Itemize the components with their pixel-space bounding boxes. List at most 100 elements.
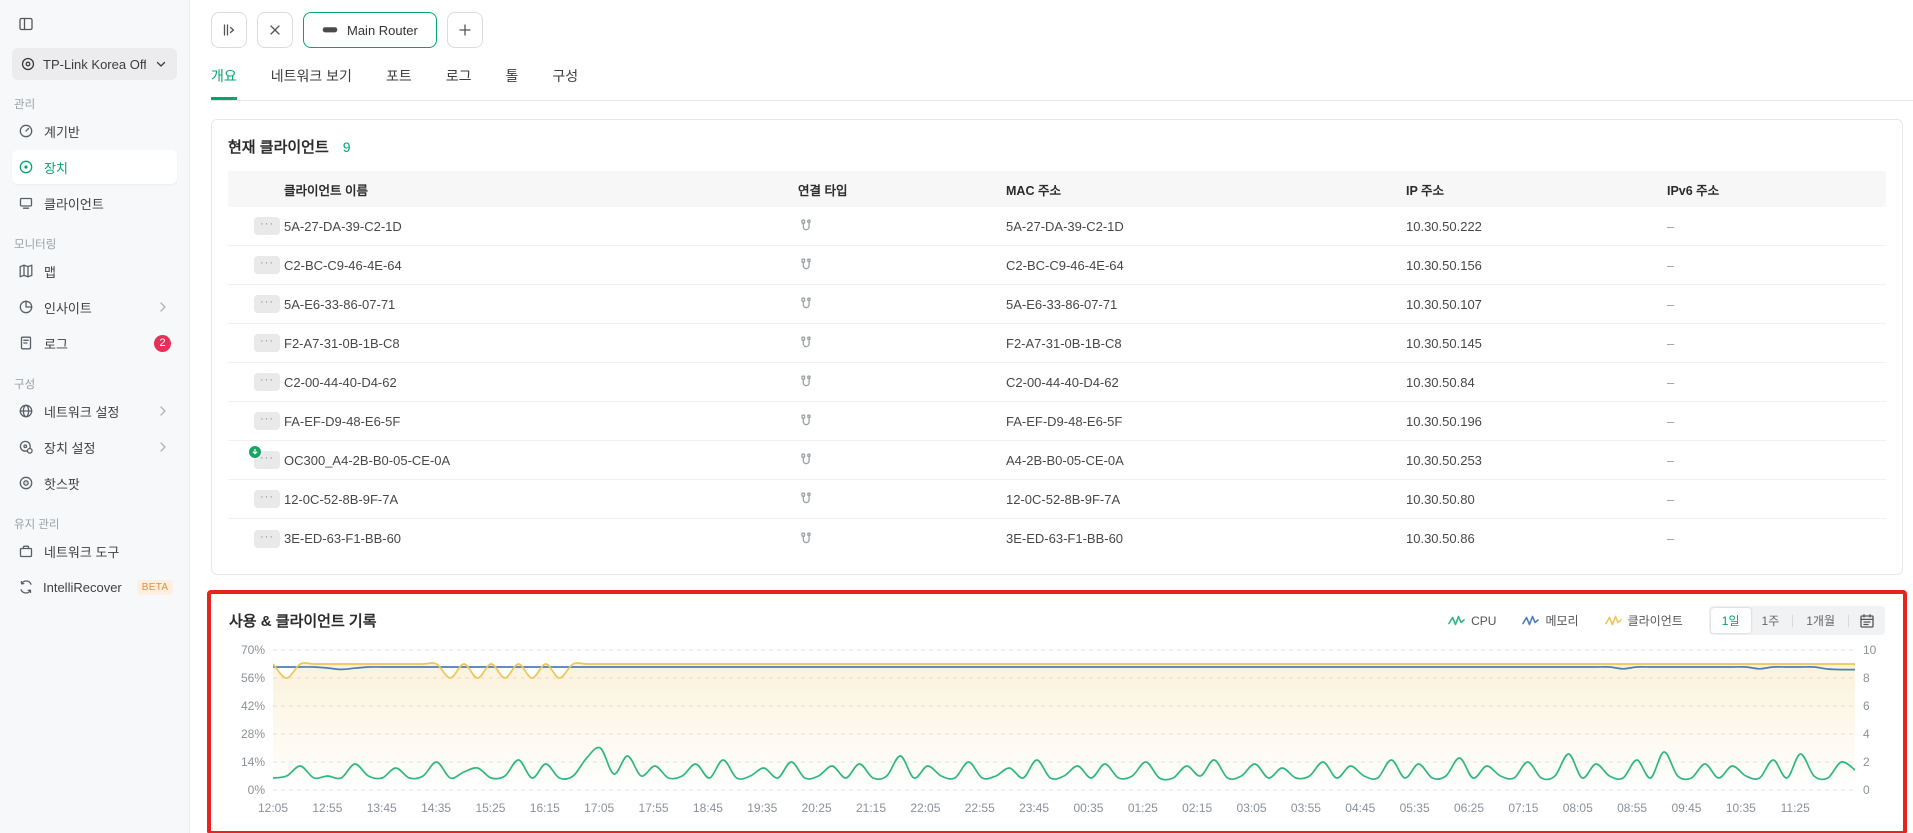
time-range-group: 1일 1주 1개월	[1708, 606, 1885, 635]
log-icon	[18, 335, 35, 352]
x-axis-tick: 06:25	[1453, 801, 1485, 815]
client-row[interactable]: ··· C2-BC-C9-46-4E-64 C2-BC-C9-46-4E-64 10.…	[228, 246, 1886, 285]
client-row[interactable]: ··· 5A-27-DA-39-C2-1D 5A-27-DA-39-C2-1D 10.…	[228, 207, 1886, 246]
tabs-divider	[211, 100, 1913, 101]
x-axis-tick: 19:35	[747, 801, 778, 815]
column-header: IPv6 주소	[1667, 183, 1720, 198]
site-selector[interactable]: TP-Link Korea Offi...	[12, 48, 177, 80]
client-ipv6: –	[1667, 374, 1675, 390]
tab-네트워크 보기[interactable]: 네트워크 보기	[270, 68, 352, 84]
panel-toggle-icon	[18, 16, 34, 32]
sidebar-item-계기반[interactable]: 계기반	[12, 114, 177, 148]
tab-톨[interactable]: 톨	[505, 68, 519, 84]
ellipsis-icon[interactable]: ···	[248, 445, 280, 469]
chevron-down-icon	[153, 56, 169, 72]
column-header: 클라이언트 이름	[284, 183, 368, 198]
ellipsis-icon[interactable]: ···	[254, 529, 280, 548]
tab-개요[interactable]: 개요	[211, 66, 237, 100]
left-axis-tick: 70%	[240, 643, 265, 657]
x-axis-tick: 15:25	[475, 801, 506, 815]
ellipsis-icon[interactable]: ···	[254, 217, 280, 235]
legend-label: CPU	[1471, 613, 1497, 628]
client-row[interactable]: ··· FA-EF-D9-48-E6-5F FA-EF-D9-48-E6-5F 10.…	[228, 402, 1886, 441]
device-tab-main-router[interactable]: Main Router	[303, 12, 437, 48]
client-ip: 10.30.50.84	[1406, 374, 1475, 390]
right-axis-tick: 10	[1863, 643, 1877, 657]
legend-item-메모리[interactable]: 메모리	[1522, 612, 1579, 629]
tab-로그[interactable]: 로그	[445, 68, 472, 84]
sidebar-item-장치[interactable]: 장치	[12, 150, 177, 184]
wired-connection-icon	[798, 531, 1006, 547]
sidebar-item-핫스팟[interactable]: 핫스팟	[12, 466, 177, 500]
client-mac: A4-2B-B0-05-CE-0A	[1006, 452, 1124, 468]
ellipsis-icon[interactable]: ···	[254, 412, 280, 430]
sidebar-item-인사이트[interactable]: 인사이트	[12, 290, 177, 324]
sidebar-item-label: 네트워크 설정	[44, 404, 120, 420]
panel-toggle-button[interactable]	[12, 10, 40, 38]
x-axis-tick: 12:05	[257, 801, 289, 815]
range-button-1일[interactable]: 1일	[1710, 608, 1751, 633]
ellipsis-icon[interactable]: ···	[254, 373, 280, 391]
calendar-button[interactable]	[1851, 610, 1883, 632]
client-ip: 10.30.50.86	[1406, 531, 1475, 546]
site-selector-label: TP-Link Korea Offi...	[43, 56, 146, 72]
x-axis-tick: 21:15	[855, 801, 887, 815]
sidebar-item-클라이언트[interactable]: 클라이언트	[12, 186, 177, 220]
sidebar-item-장치 설정[interactable]: 장치 설정	[12, 430, 177, 464]
close-icon	[267, 22, 283, 38]
ellipsis-icon[interactable]: ···	[254, 334, 280, 352]
usage-chart-title: 사용 & 클라이언트 기록	[229, 613, 377, 630]
x-axis-tick: 05:35	[1399, 801, 1430, 815]
sidebar-sections: 관리 계기반 장치 클라이언트 모니터링 맵 인사이트 로그 2 구성 네트워크 설정 장치 설정 핫스…	[12, 96, 177, 604]
sidebar-item-로그[interactable]: 로그 2	[12, 326, 177, 360]
client-row[interactable]: ··· 12-0C-52-8B-9F-7A 12-0C-52-8B-9F-7A 10.…	[228, 480, 1886, 519]
x-axis-tick: 04:45	[1345, 801, 1376, 815]
chevron-right-icon	[155, 439, 171, 455]
client-ip: 10.30.50.196	[1406, 413, 1482, 429]
legend-item-클라이언트[interactable]: 클라이언트	[1604, 612, 1683, 629]
client-name: F2-A7-31-0B-1B-C8	[284, 335, 400, 351]
x-axis-tick: 07:15	[1508, 801, 1539, 815]
add-device-tab-button[interactable]	[446, 12, 483, 48]
legend-item-CPU[interactable]: CPU	[1448, 614, 1496, 628]
sidebar-item-label: 로그	[44, 336, 68, 352]
range-separator	[1792, 614, 1794, 627]
client-ipv6: –	[1667, 335, 1675, 351]
x-axis-tick: 22:05	[910, 801, 941, 815]
ellipsis-icon[interactable]: ···	[254, 295, 280, 313]
insight-icon	[18, 299, 35, 316]
sidebar-item-label: 인사이트	[44, 300, 92, 316]
client-mac: 3E-ED-63-F1-BB-60	[1006, 531, 1124, 546]
client-row[interactable]: ··· 5A-E6-33-86-07-71 5A-E6-33-86-07-71 10.…	[228, 285, 1886, 324]
client-row[interactable]: ··· F2-A7-31-0B-1B-C8 F2-A7-31-0B-1B-C8 10.…	[228, 324, 1886, 363]
client-row[interactable]: ··· C2-00-44-40-D4-62 C2-00-44-40-D4-62 10.…	[228, 363, 1886, 402]
close-device-tab-button[interactable]	[257, 12, 293, 48]
sidebar-item-IntelliRecover[interactable]: IntelliRecover BETA	[12, 570, 177, 604]
range-button-1주[interactable]: 1주	[1761, 614, 1780, 628]
client-row[interactable]: ··· OC300_A4-2B-B0-05-CE-0A A4-2B-B0-05-CE…	[228, 441, 1886, 480]
client-name: 3E-ED-63-F1-BB-60	[284, 531, 402, 546]
device-icon	[18, 159, 35, 176]
sidebar-item-네트워크 설정[interactable]: 네트워크 설정	[12, 394, 177, 428]
sidebar-item-label: 핫스팟	[44, 476, 80, 492]
ellipsis-icon[interactable]: ···	[254, 490, 280, 508]
left-axis-tick: 42%	[240, 699, 265, 713]
chart-plot-area[interactable]	[273, 645, 1855, 795]
client-ipv6: –	[1667, 218, 1675, 234]
clients-count: 9	[342, 138, 351, 155]
column-header: IP 주소	[1406, 183, 1445, 198]
client-name: 5A-E6-33-86-07-71	[284, 296, 396, 312]
router-icon	[322, 22, 338, 38]
sidebar-item-label: IntelliRecover	[43, 579, 122, 595]
tab-구성[interactable]: 구성	[552, 68, 579, 84]
left-axis-tick: 56%	[240, 671, 265, 685]
collapse-panel-button[interactable]	[211, 12, 247, 48]
ellipsis-icon[interactable]: ···	[254, 256, 280, 274]
x-axis-tick: 18:45	[692, 801, 723, 815]
sidebar-item-네트워크 도구[interactable]: 네트워크 도구	[12, 534, 177, 568]
sidebar-item-맵[interactable]: 맵	[12, 254, 177, 288]
tab-포트[interactable]: 포트	[385, 68, 412, 84]
range-button-1개월[interactable]: 1개월	[1806, 614, 1835, 628]
client-row[interactable]: ··· 3E-ED-63-F1-BB-60 3E-ED-63-F1-BB-60 10.…	[228, 519, 1886, 558]
wave-icon	[1448, 614, 1465, 627]
